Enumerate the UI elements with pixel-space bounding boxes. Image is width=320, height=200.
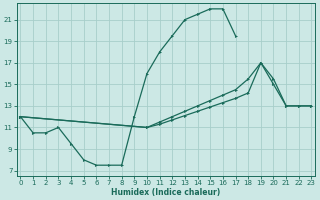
X-axis label: Humidex (Indice chaleur): Humidex (Indice chaleur): [111, 188, 220, 197]
